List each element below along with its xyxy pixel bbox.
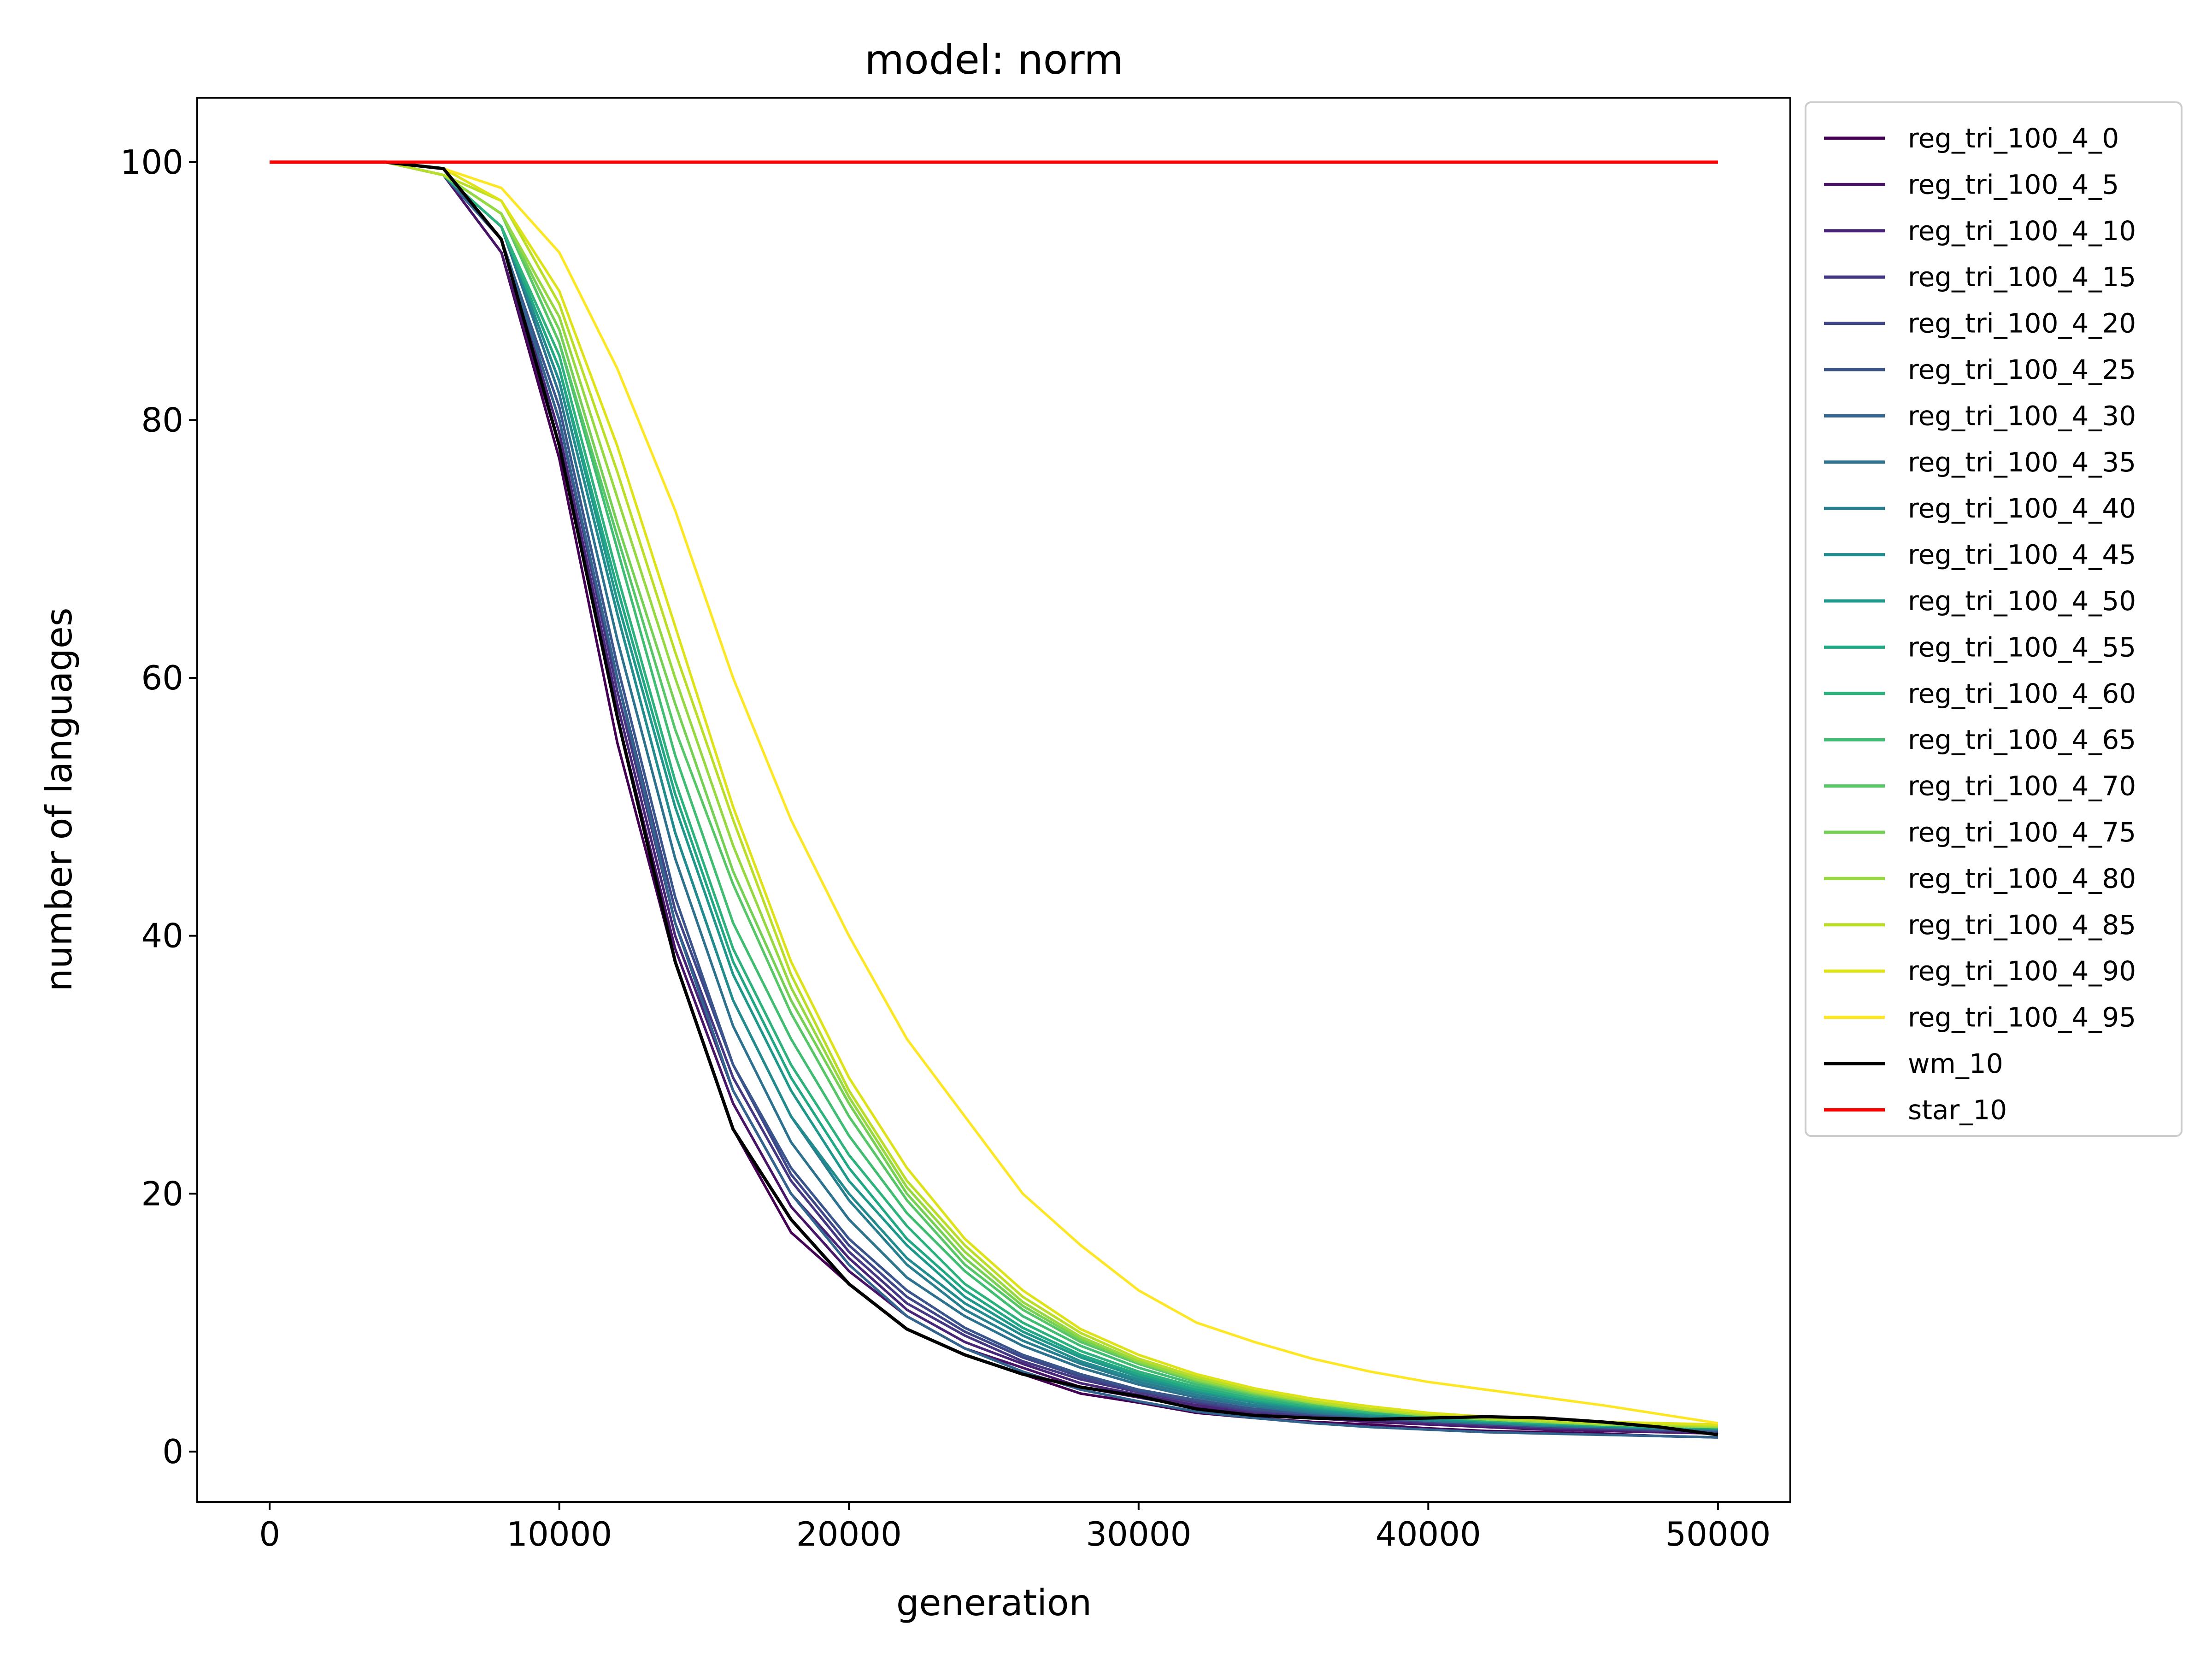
legend-label: reg_tri_100_4_65 bbox=[1908, 724, 2136, 755]
legend-entry: reg_tri_100_4_15 bbox=[1824, 261, 2136, 293]
legend-label: reg_tri_100_4_25 bbox=[1908, 354, 2136, 385]
x-tick-label: 30000 bbox=[1086, 1515, 1191, 1553]
x-tick-label: 0 bbox=[259, 1515, 280, 1553]
legend-label: reg_tri_100_4_30 bbox=[1908, 400, 2136, 431]
legend-entry: reg_tri_100_4_10 bbox=[1824, 215, 2136, 247]
legend-entry: reg_tri_100_4_65 bbox=[1824, 724, 2136, 755]
legend-entry: reg_tri_100_4_20 bbox=[1824, 308, 2136, 339]
legend-label: reg_tri_100_4_15 bbox=[1908, 261, 2136, 293]
y-tick-label: 100 bbox=[120, 143, 183, 182]
y-axis-label: number of languages bbox=[39, 608, 80, 992]
legend-label: reg_tri_100_4_60 bbox=[1908, 678, 2136, 709]
legend-label: reg_tri_100_4_40 bbox=[1908, 493, 2136, 524]
legend-label: reg_tri_100_4_5 bbox=[1908, 169, 2119, 200]
legend-label: reg_tri_100_4_35 bbox=[1908, 447, 2136, 478]
legend-label: wm_10 bbox=[1908, 1048, 2003, 1079]
series-line-wm_10 bbox=[270, 160, 1718, 1436]
legend-label: reg_tri_100_4_80 bbox=[1908, 863, 2136, 894]
series-line-reg_tri_100_4_60 bbox=[270, 161, 1718, 1429]
legend-entry: reg_tri_100_4_25 bbox=[1824, 354, 2136, 385]
legend-entry: reg_tri_100_4_75 bbox=[1824, 817, 2136, 848]
x-axis: 0 10000 20000 30000 40000 50000 bbox=[259, 1502, 1771, 1553]
legend-entry: reg_tri_100_4_55 bbox=[1824, 631, 2136, 663]
legend-entry: reg_tri_100_4_50 bbox=[1824, 585, 2136, 617]
legend-label: reg_tri_100_4_90 bbox=[1908, 955, 2136, 987]
legend: reg_tri_100_4_0 reg_tri_100_4_5 reg_tri_10… bbox=[1805, 101, 2183, 1137]
legend-entry: reg_tri_100_4_90 bbox=[1824, 955, 2136, 987]
series-layer bbox=[270, 160, 1718, 1439]
legend-label: reg_tri_100_4_10 bbox=[1908, 215, 2136, 247]
legend-box bbox=[1805, 101, 2183, 1137]
legend-entry: reg_tri_100_4_45 bbox=[1824, 539, 2136, 571]
y-tick-label: 60 bbox=[141, 659, 183, 697]
legend-label: reg_tri_100_4_45 bbox=[1908, 539, 2136, 571]
legend-entry: reg_tri_100_4_60 bbox=[1824, 678, 2136, 709]
series-line-reg_tri_100_4_95 bbox=[270, 161, 1718, 1425]
series-line-reg_tri_100_4_80 bbox=[270, 161, 1718, 1429]
legend-entry: reg_tri_100_4_70 bbox=[1824, 771, 2136, 802]
x-tick-label: 20000 bbox=[796, 1515, 902, 1553]
x-axis-label: generation bbox=[896, 1583, 1092, 1624]
legend-label: reg_tri_100_4_0 bbox=[1908, 123, 2119, 154]
y-tick-label: 40 bbox=[141, 917, 183, 955]
legend-entry: reg_tri_100_4_35 bbox=[1824, 447, 2136, 478]
legend-entry: reg_tri_100_4_95 bbox=[1824, 1002, 2136, 1033]
y-tick-label: 20 bbox=[141, 1174, 183, 1213]
legend-entry: reg_tri_100_4_5 bbox=[1824, 169, 2119, 200]
legend-entry: reg_tri_100_4_40 bbox=[1824, 493, 2136, 524]
legend-label: reg_tri_100_4_55 bbox=[1908, 631, 2136, 663]
legend-entries: reg_tri_100_4_0 reg_tri_100_4_5 reg_tri_10… bbox=[1824, 123, 2136, 1125]
legend-label: reg_tri_100_4_70 bbox=[1908, 771, 2136, 802]
chart-title: model: norm bbox=[865, 36, 1124, 83]
plot-frame bbox=[196, 97, 1791, 1503]
legend-entry: reg_tri_100_4_0 bbox=[1824, 123, 2119, 154]
legend-label: reg_tri_100_4_20 bbox=[1908, 308, 2136, 339]
x-tick-label: 50000 bbox=[1665, 1515, 1771, 1553]
legend-label: reg_tri_100_4_95 bbox=[1908, 1002, 2136, 1033]
legend-entry: star_10 bbox=[1824, 1094, 2007, 1125]
legend-entry: reg_tri_100_4_80 bbox=[1824, 863, 2136, 894]
legend-label: star_10 bbox=[1908, 1094, 2007, 1125]
legend-entry: reg_tri_100_4_85 bbox=[1824, 909, 2136, 941]
legend-label: reg_tri_100_4_75 bbox=[1908, 817, 2136, 848]
legend-label: reg_tri_100_4_50 bbox=[1908, 585, 2136, 617]
y-tick-label: 80 bbox=[141, 400, 183, 439]
legend-entry: wm_10 bbox=[1824, 1048, 2003, 1079]
legend-label: reg_tri_100_4_85 bbox=[1908, 909, 2136, 941]
y-axis: 0 20 40 60 80 100 bbox=[120, 143, 197, 1471]
legend-entry: reg_tri_100_4_30 bbox=[1824, 400, 2136, 431]
x-tick-label: 10000 bbox=[506, 1515, 612, 1553]
x-tick-label: 40000 bbox=[1376, 1515, 1481, 1553]
y-tick-label: 0 bbox=[162, 1432, 183, 1471]
series-line-reg_tri_100_4_5 bbox=[270, 161, 1718, 1435]
